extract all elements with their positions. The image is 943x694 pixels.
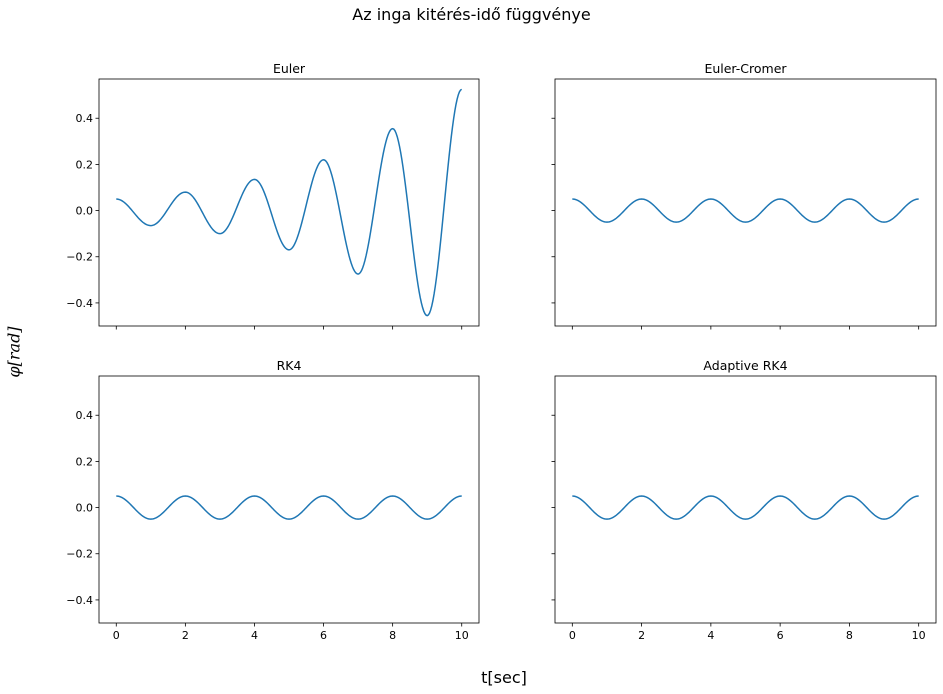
x-tick-label: 6: [777, 629, 784, 642]
subplot-title: RK4: [277, 358, 302, 373]
x-axis-label: t[sec]: [481, 668, 527, 687]
y-tick-label: 0.4: [76, 112, 94, 125]
series-line: [572, 198, 919, 223]
axes-frame: [554, 78, 937, 327]
subplot-1: Euler −0.4 −0.2 0.0 0.2 0.4: [66, 61, 480, 330]
x-tick-label: 0: [569, 629, 576, 642]
subplot-2: Euler-Cromer: [551, 61, 937, 330]
figure-title: Az inga kitérés-idő függvénye: [352, 5, 591, 24]
y-tick-label: −0.4: [66, 594, 93, 607]
x-tick-label: 10: [912, 629, 926, 642]
subplot-title: Euler: [273, 61, 306, 76]
x-tick-label: 2: [638, 629, 645, 642]
subplot-3: RK4 −0.4 −0.2 0.0 0.2 0.4 0 2 4 6 8 10: [66, 358, 480, 642]
axes-frame: [98, 375, 480, 624]
x-tick-label: 4: [707, 629, 714, 642]
y-tick-label: −0.2: [66, 548, 93, 561]
series-line: [116, 88, 463, 317]
y-tick-label: −0.4: [66, 297, 93, 310]
x-tick-label: 8: [846, 629, 853, 642]
y-tick-label: 0.4: [76, 409, 94, 422]
y-tick-label: 0.0: [76, 502, 94, 515]
y-tick-label: −0.2: [66, 251, 93, 264]
x-tick-label: 2: [182, 629, 189, 642]
x-tick-label: 4: [251, 629, 258, 642]
y-tick-label: 0.2: [76, 455, 94, 468]
y-tick-label: 0.0: [76, 205, 94, 218]
subplot-4: Adaptive RK4 0 2 4 6 8 10: [551, 358, 937, 642]
series-line: [116, 495, 462, 520]
x-tick-label: 8: [389, 629, 396, 642]
axes-frame: [98, 78, 480, 327]
x-tick-label: 0: [113, 629, 120, 642]
series-line: [572, 495, 919, 520]
subplot-title: Euler-Cromer: [704, 61, 787, 76]
subplot-title: Adaptive RK4: [703, 358, 787, 373]
axes-frame: [554, 375, 937, 624]
x-tick-label: 6: [320, 629, 327, 642]
y-tick-label: 0.2: [76, 158, 94, 171]
x-tick-label: 10: [455, 629, 469, 642]
